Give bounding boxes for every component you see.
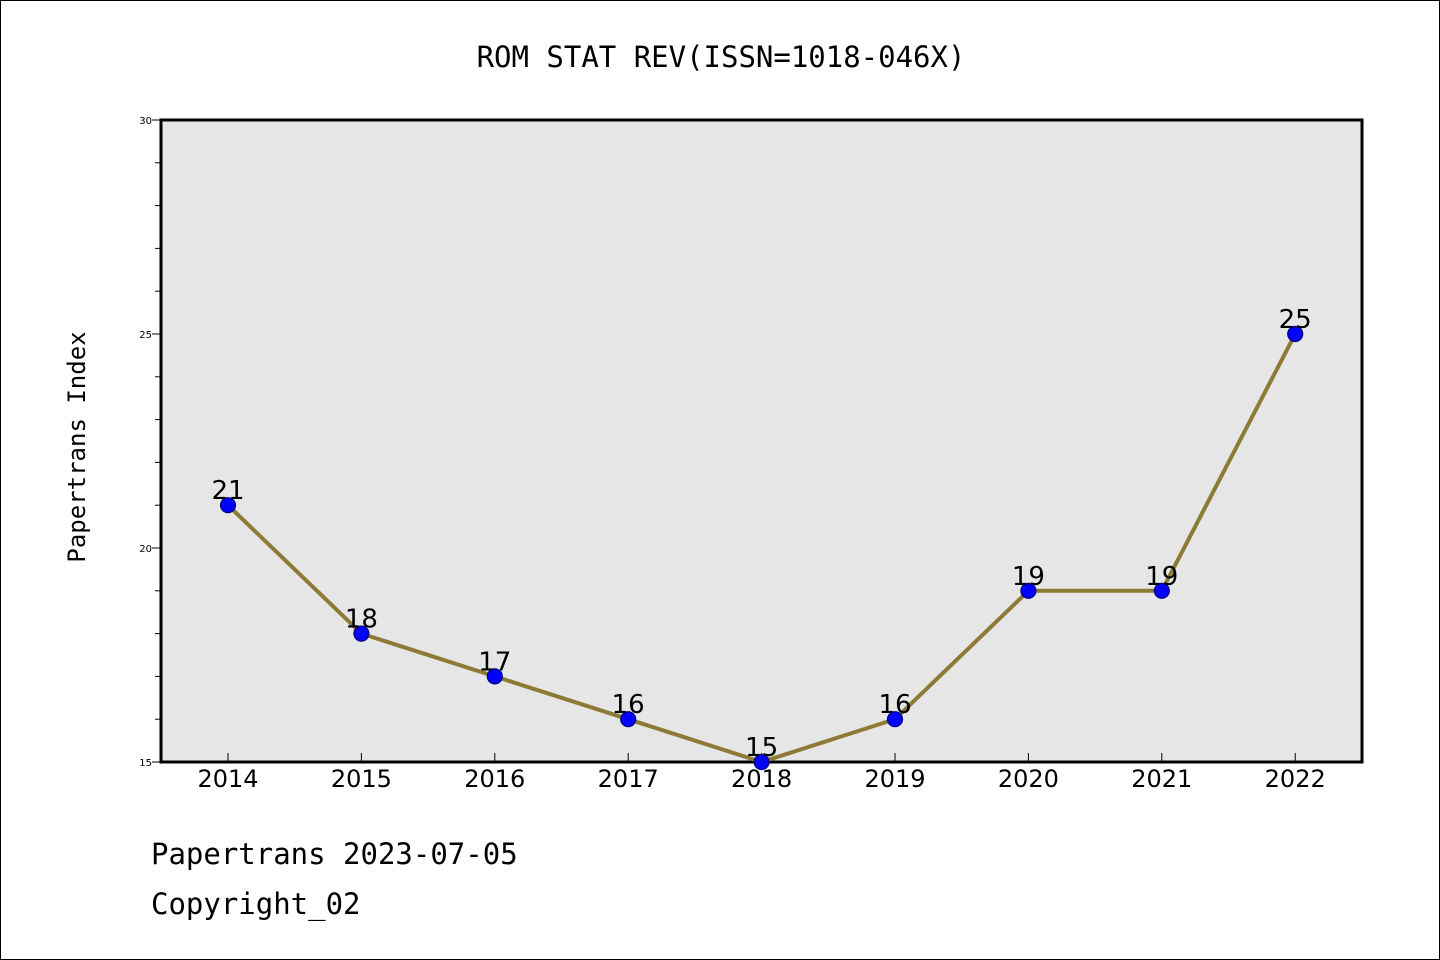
data-point: [219, 497, 237, 514]
y-axis: 15 20 25 30: [139, 116, 161, 769]
data-point: [1153, 582, 1170, 599]
x-tick-label: 2014: [197, 765, 258, 793]
data-point: [886, 711, 904, 728]
x-tick-label: 2020: [998, 765, 1059, 793]
x-tick-label: 2021: [1131, 765, 1192, 793]
data-label: 16: [612, 690, 645, 720]
x-tick-label: 2019: [864, 765, 925, 793]
data-label: 21: [211, 476, 244, 506]
data-point: [620, 711, 637, 728]
y-tick-label: 20: [139, 544, 152, 555]
plot-area: [159, 118, 1364, 764]
data-label: 18: [345, 605, 378, 635]
data-labels: 21 18 17 16 15 16 19 19 25: [211, 305, 1311, 763]
data-point: [353, 625, 370, 642]
y-tick-label: 30: [139, 116, 152, 127]
x-tick-label: 2016: [464, 765, 525, 793]
data-point: [486, 668, 503, 685]
y-axis-label: Papertrans Index: [63, 331, 91, 562]
data-point: [1287, 325, 1304, 343]
x-axis: 2014 2015 2016 2017 2018 2019 2020 2021 2022: [197, 753, 1326, 793]
data-label: 15: [745, 733, 778, 763]
y-tick-label: 25: [139, 330, 152, 341]
series-markers: [219, 325, 1304, 771]
x-tick-label: 2017: [598, 765, 659, 793]
chart-title: ROM STAT REV(ISSN=1018-046X): [477, 40, 966, 74]
footer-date: Papertrans 2023-07-05: [151, 837, 518, 871]
data-point: [1020, 582, 1037, 599]
data-label: 19: [1145, 562, 1178, 592]
data-label: 17: [478, 647, 511, 677]
data-label: 19: [1012, 562, 1045, 592]
data-label: 16: [878, 690, 911, 720]
x-tick-label: 2015: [331, 765, 392, 793]
data-point: [753, 753, 770, 771]
footer-copyright: Copyright_02: [151, 887, 361, 921]
data-label: 25: [1279, 305, 1312, 335]
y-tick-label: 15: [139, 758, 152, 769]
x-tick-label: 2022: [1265, 765, 1326, 793]
